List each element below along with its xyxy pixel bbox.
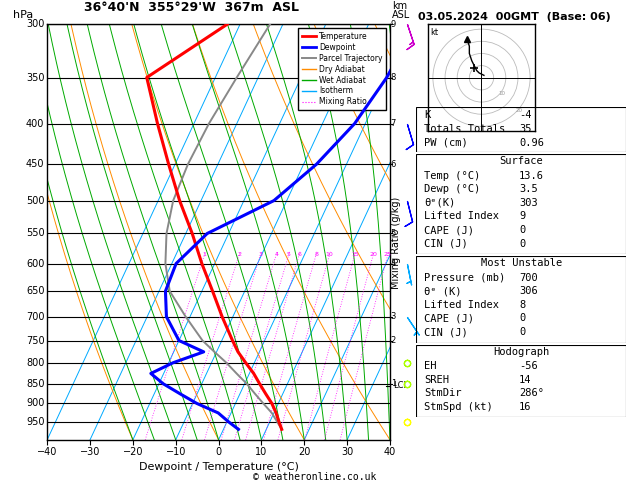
Text: 3: 3 [391,312,396,321]
Text: CAPE (J): CAPE (J) [424,225,474,235]
Text: 0: 0 [519,313,525,324]
Text: 16: 16 [519,402,532,412]
Text: LCL: LCL [393,381,408,390]
Text: Totals Totals: Totals Totals [424,124,505,134]
Text: 20: 20 [369,252,377,257]
Text: Temp (°C): Temp (°C) [424,171,480,181]
Text: Hodograph: Hodograph [493,347,549,357]
Text: 350: 350 [26,72,45,83]
Text: 850: 850 [26,379,45,389]
Text: θᵉ (K): θᵉ (K) [424,286,462,296]
Text: 2: 2 [391,336,396,345]
Text: 20: 20 [516,108,523,113]
Text: 2: 2 [237,252,241,257]
Text: 950: 950 [26,417,45,427]
Text: 900: 900 [26,399,45,408]
Text: 800: 800 [26,358,45,368]
Text: 306: 306 [519,286,538,296]
Text: Most Unstable: Most Unstable [481,258,562,268]
Text: 303: 303 [519,198,538,208]
Text: CAPE (J): CAPE (J) [424,313,474,324]
Legend: Temperature, Dewpoint, Parcel Trajectory, Dry Adiabat, Wet Adiabat, Isotherm, Mi: Temperature, Dewpoint, Parcel Trajectory… [298,28,386,110]
Text: 1: 1 [391,379,396,388]
Text: 5: 5 [391,229,396,238]
Text: 25: 25 [384,252,392,257]
Text: 15: 15 [351,252,359,257]
Text: CIN (J): CIN (J) [424,327,468,337]
Text: 0: 0 [519,327,525,337]
Text: 700: 700 [519,273,538,283]
Text: 36°40'N  355°29'W  367m  ASL: 36°40'N 355°29'W 367m ASL [84,1,299,14]
Text: K: K [424,110,430,121]
Text: 10: 10 [326,252,333,257]
Text: 10: 10 [499,91,506,96]
Text: Lifted Index: Lifted Index [424,211,499,222]
Text: Lifted Index: Lifted Index [424,300,499,310]
Text: 9: 9 [519,211,525,222]
Text: CIN (J): CIN (J) [424,239,468,249]
Text: 400: 400 [26,119,45,129]
Text: Surface: Surface [499,156,543,166]
Text: 750: 750 [26,335,45,346]
Text: 550: 550 [26,228,45,239]
Text: PW (cm): PW (cm) [424,138,468,148]
Text: 600: 600 [26,259,45,269]
Text: Pressure (mb): Pressure (mb) [424,273,505,283]
Text: 450: 450 [26,159,45,169]
Text: 0: 0 [519,225,525,235]
Text: kt: kt [430,28,438,36]
Text: 650: 650 [26,286,45,296]
Text: 6: 6 [391,160,396,169]
Text: Dewp (°C): Dewp (°C) [424,184,480,194]
Text: 0: 0 [519,239,525,249]
Text: 3: 3 [259,252,262,257]
Text: StmDir: StmDir [424,388,462,399]
Text: 3.5: 3.5 [519,184,538,194]
Text: 6: 6 [298,252,301,257]
Text: SREH: SREH [424,375,449,385]
Text: 8: 8 [314,252,318,257]
Text: 8: 8 [519,300,525,310]
Text: 35: 35 [519,124,532,134]
Text: 9: 9 [391,20,396,29]
Text: 03.05.2024  00GMT  (Base: 06): 03.05.2024 00GMT (Base: 06) [418,12,611,22]
Text: 8: 8 [391,73,396,82]
Text: 300: 300 [26,19,45,29]
Text: θᵉ(K): θᵉ(K) [424,198,455,208]
Text: 1: 1 [203,252,206,257]
Text: 14: 14 [519,375,532,385]
Text: 4: 4 [274,252,278,257]
Text: 700: 700 [26,312,45,322]
Text: 286°: 286° [519,388,544,399]
Text: EH: EH [424,361,437,371]
Text: km
ASL: km ASL [392,1,410,20]
Text: Mixing Ratio (g/kg): Mixing Ratio (g/kg) [391,197,401,289]
Text: 500: 500 [26,195,45,206]
X-axis label: Dewpoint / Temperature (°C): Dewpoint / Temperature (°C) [138,462,299,471]
Text: 0.96: 0.96 [519,138,544,148]
Text: 13.6: 13.6 [519,171,544,181]
Text: © weatheronline.co.uk: © weatheronline.co.uk [253,472,376,482]
Text: hPa: hPa [13,10,33,20]
Text: 7: 7 [391,119,396,128]
Text: 5: 5 [287,252,291,257]
Text: 4: 4 [391,259,396,268]
Text: -56: -56 [519,361,538,371]
Text: -4: -4 [519,110,532,121]
Text: StmSpd (kt): StmSpd (kt) [424,402,493,412]
